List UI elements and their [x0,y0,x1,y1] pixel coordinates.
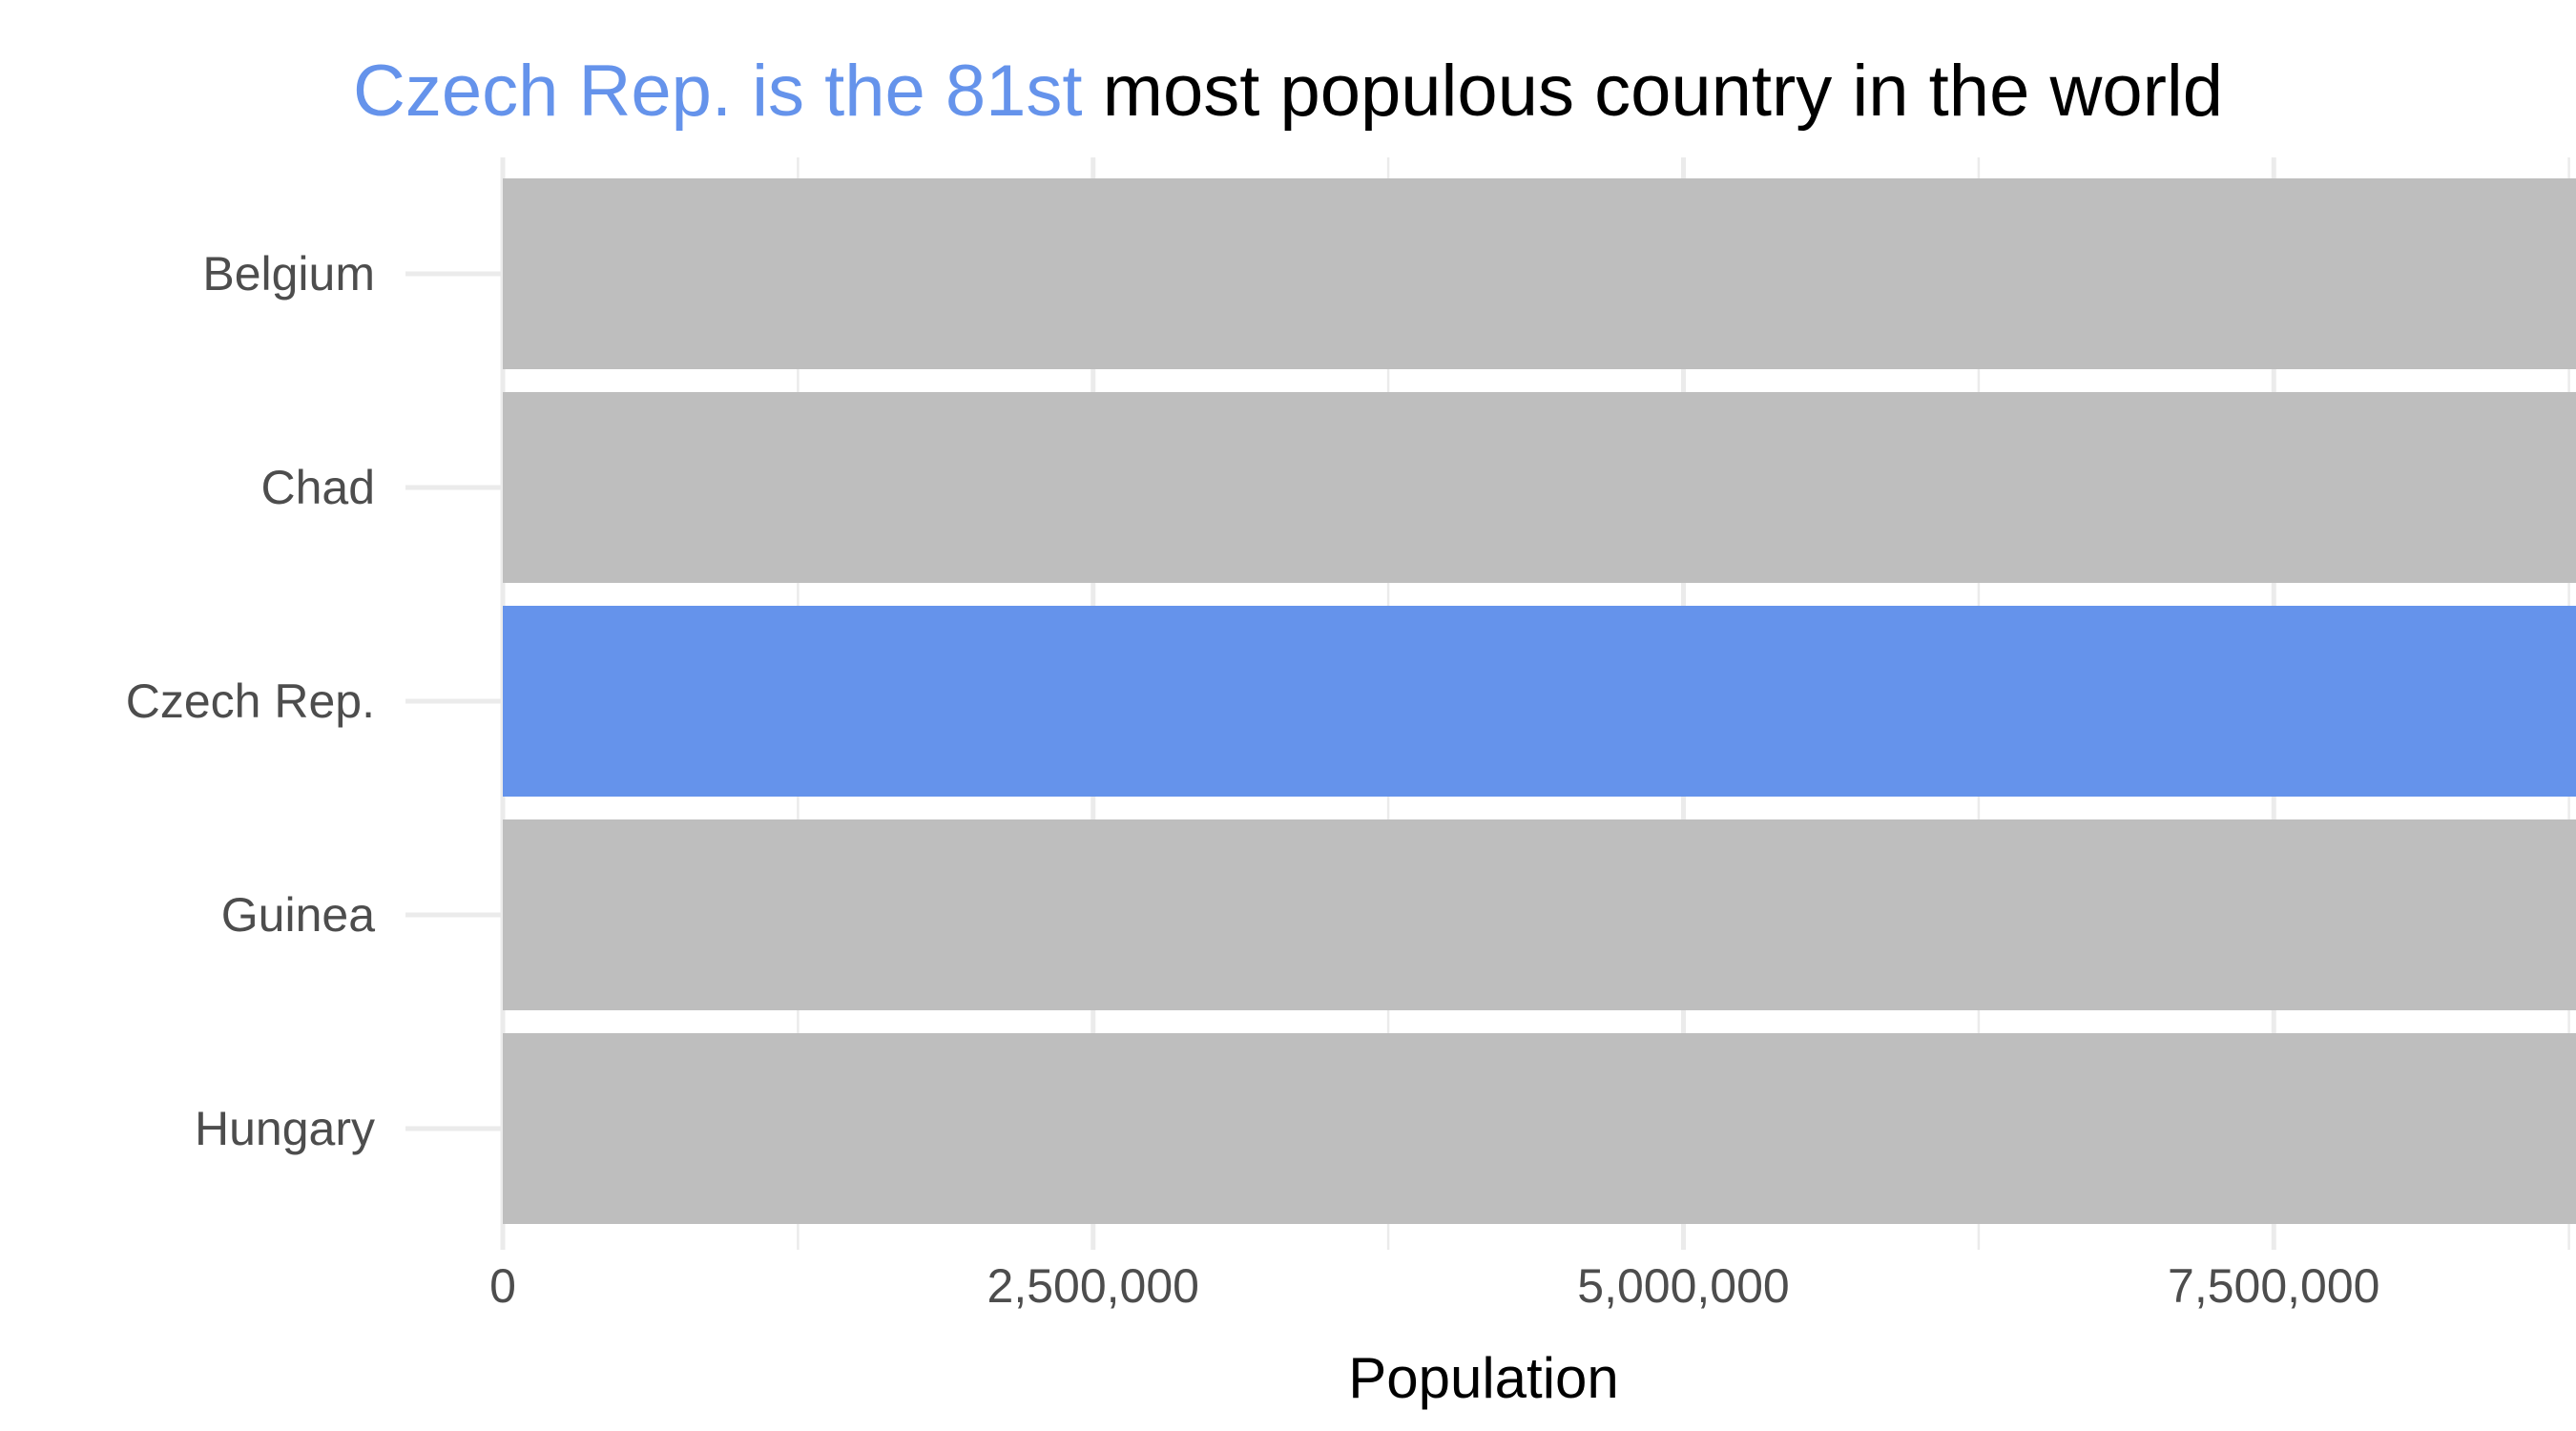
y-axis-ticks: Belgium Chad Czech Rep. Guinea Hungary [126,247,375,1155]
y-tick-label: Czech Rep. [126,674,375,728]
y-tick-label: Guinea [221,888,375,942]
bar-belgium [503,178,2576,369]
x-axis-label: Population [1348,1346,1619,1410]
bars [503,178,2576,1224]
bar-czech-rep [503,606,2576,797]
chart-title: Czech Rep. is the 81st most populous cou… [0,50,2576,133]
chart-title-rest: most populous country in the world [1082,51,2224,132]
bar-hungary [503,1033,2576,1224]
chart-title-highlight: Czech Rep. is the 81st [352,51,1083,132]
y-tick-label: Hungary [195,1102,375,1155]
x-tick-label: 5,000,000 [1577,1259,1789,1313]
y-tick-label: Belgium [202,247,375,301]
x-tick-label: 2,500,000 [987,1259,1199,1313]
bar-guinea [503,819,2576,1010]
bar-chad [503,392,2576,583]
x-tick-label: 7,500,000 [2168,1259,2379,1313]
x-tick-label: 0 [489,1259,516,1313]
y-tick-label: Chad [260,461,375,514]
